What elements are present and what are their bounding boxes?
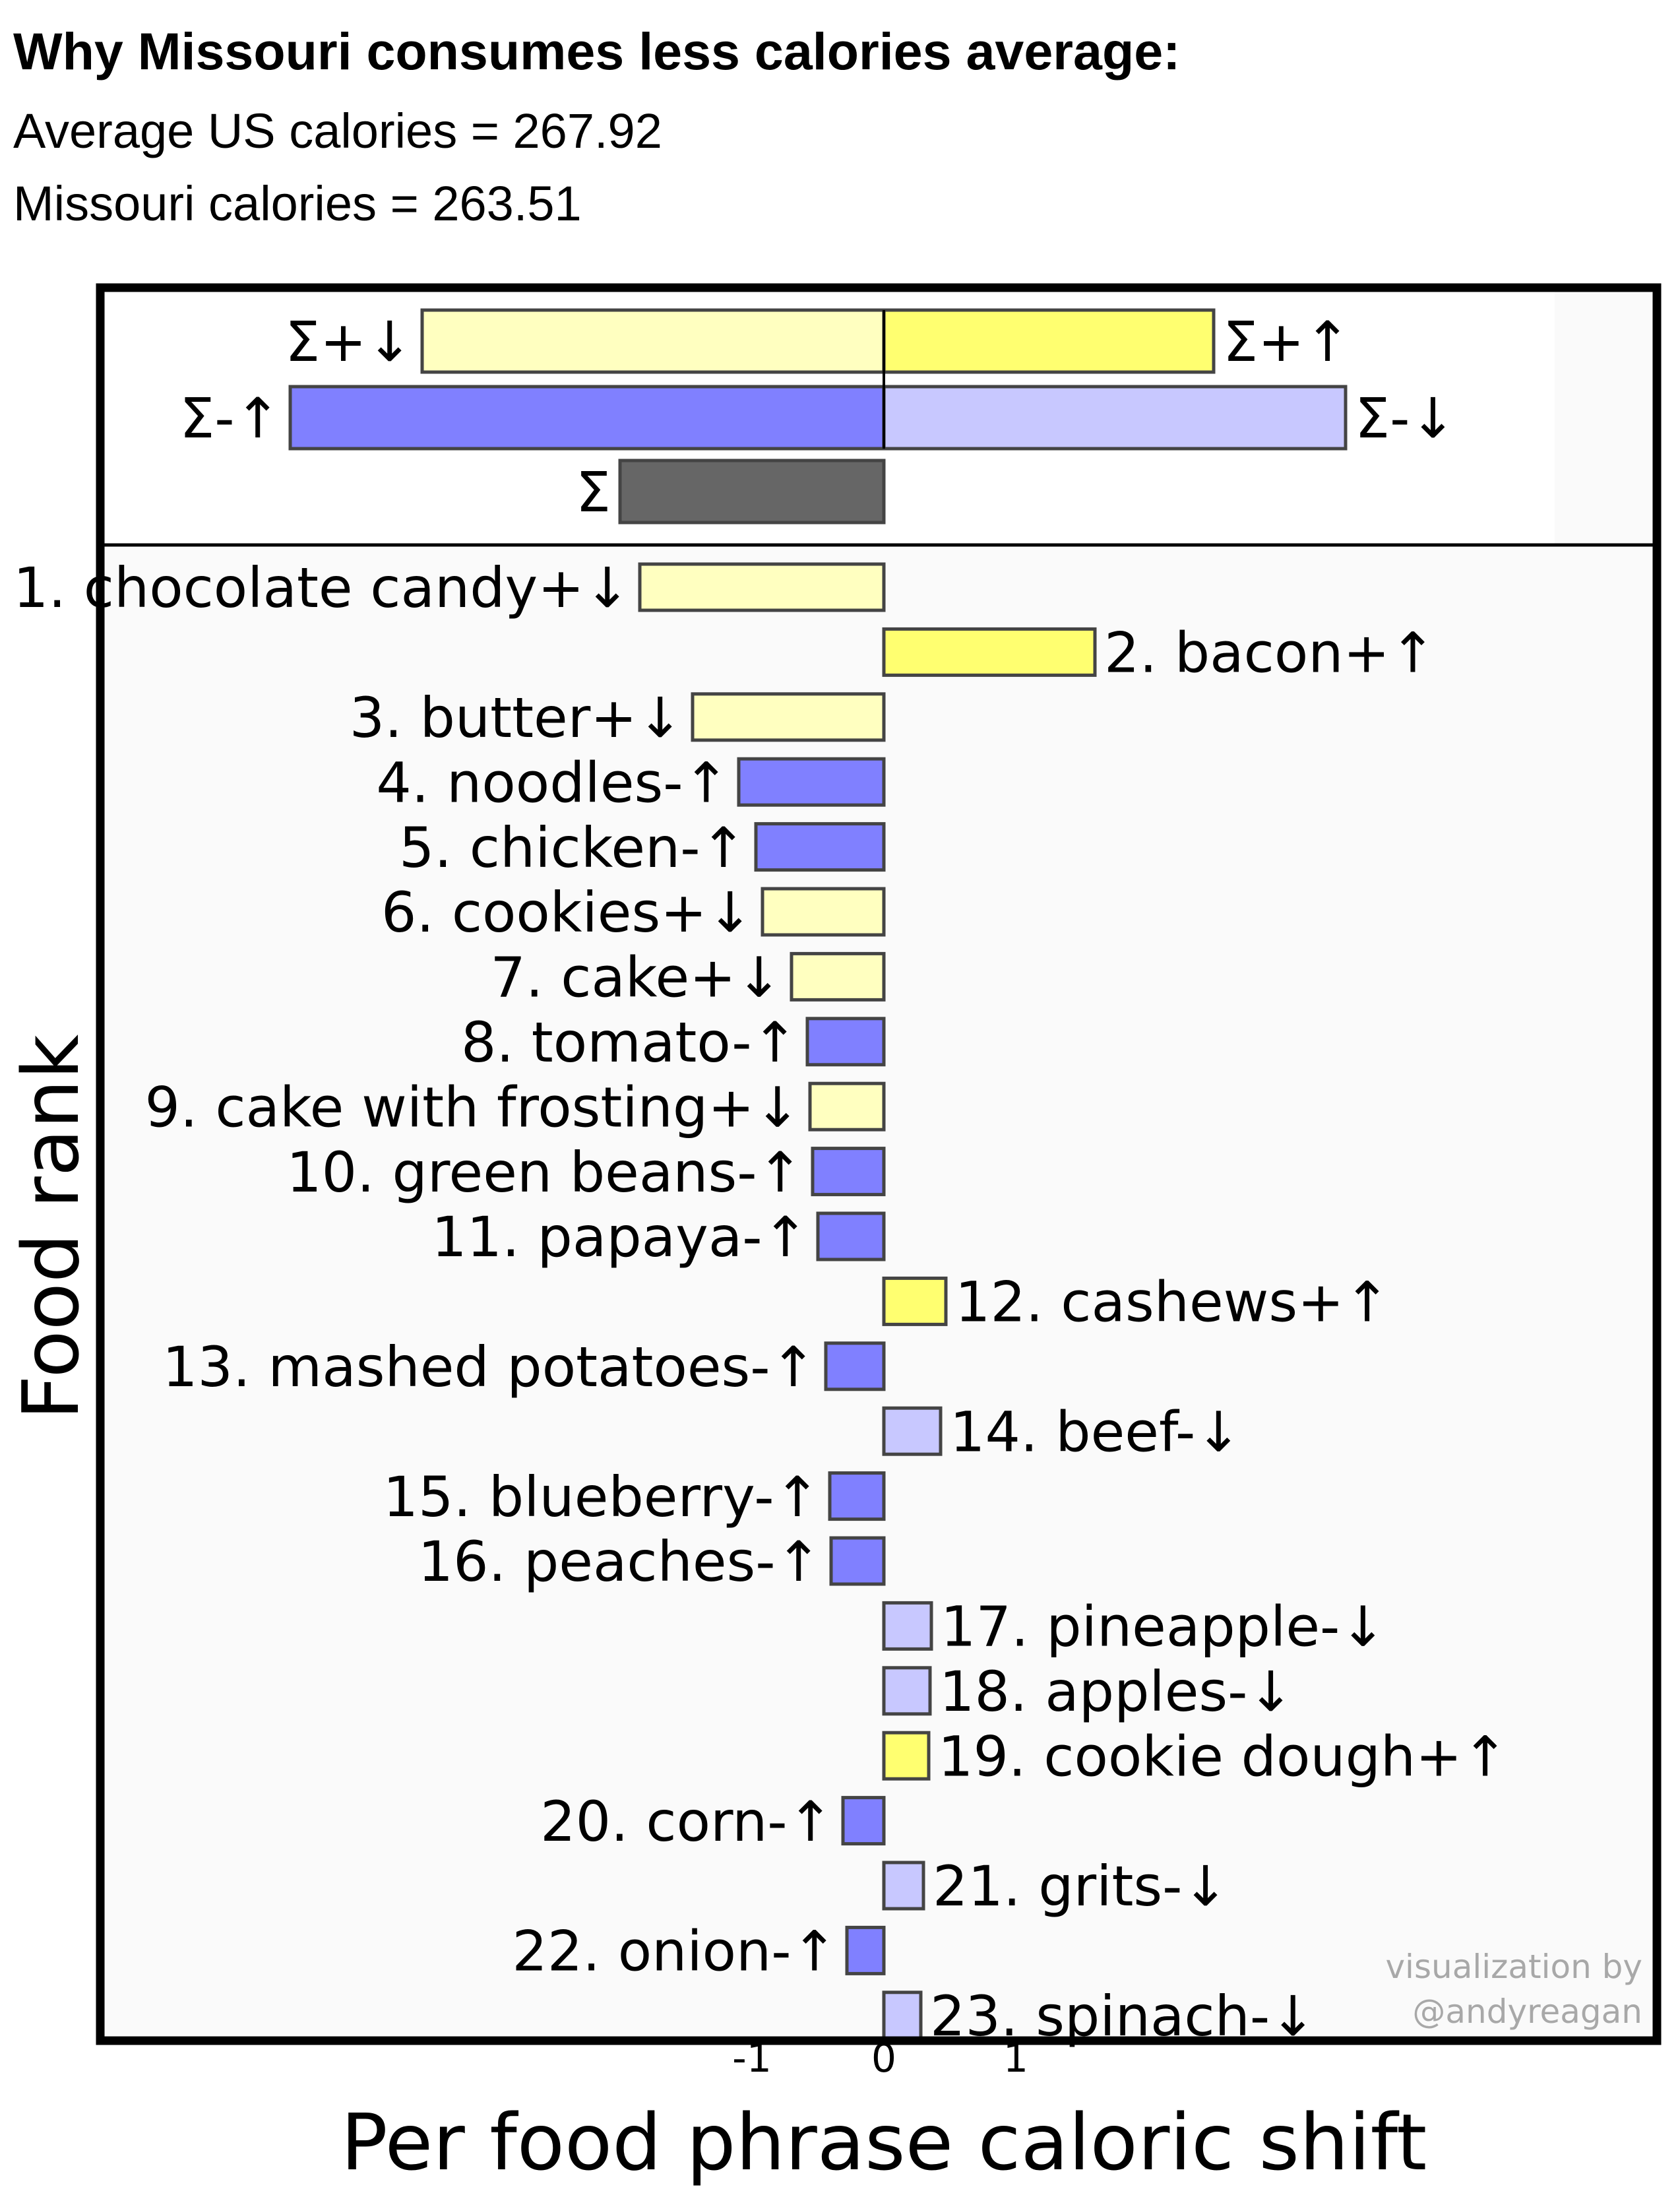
bar-23 bbox=[882, 1991, 923, 2041]
y-axis-label: Food rank bbox=[5, 1035, 96, 1420]
bar-22 bbox=[845, 1925, 886, 1975]
bar-label-14: 14. beef-↓ bbox=[950, 1399, 1242, 1464]
summary-bar-plus_up bbox=[882, 308, 1216, 374]
bar-label-16: 16. peaches-↑ bbox=[418, 1529, 822, 1594]
x-tick-label: -1 bbox=[732, 2035, 772, 2082]
summary-bar-plus_down bbox=[420, 308, 886, 374]
bar-10 bbox=[811, 1147, 886, 1197]
bar-label-5: 5. chicken-↑ bbox=[399, 815, 747, 880]
bar-8 bbox=[805, 1017, 886, 1067]
bar-label-18: 18. apples-↓ bbox=[939, 1659, 1294, 1724]
bar-label-22: 22. onion-↑ bbox=[512, 1919, 838, 1984]
bar-label-11: 11. papaya-↑ bbox=[431, 1205, 809, 1269]
x-tick-label: 0 bbox=[871, 2035, 896, 2082]
bar-label-17: 17. pineapple-↓ bbox=[941, 1595, 1386, 1659]
x-tick-labels: -1 0 1 bbox=[732, 2035, 1028, 2082]
bar-label-6: 6. cookies+↓ bbox=[381, 880, 753, 945]
bar-6 bbox=[761, 887, 886, 937]
summary-bars: Σ+↓ Σ+↑ Σ-↑ Σ-↓ Σ bbox=[179, 308, 1456, 525]
bar-label-1: 1. chocolate candy+↓ bbox=[13, 556, 631, 620]
plot-frame bbox=[96, 283, 1662, 2045]
bar-21 bbox=[882, 1861, 925, 1911]
bar-15 bbox=[828, 1471, 886, 1521]
bar-label-2: 2. bacon+↑ bbox=[1104, 621, 1436, 685]
bar-1 bbox=[638, 562, 886, 612]
bar-11 bbox=[816, 1211, 886, 1261]
bar-label-20: 20. corn-↑ bbox=[540, 1789, 834, 1854]
bar-5 bbox=[754, 822, 886, 872]
bar-label-8: 8. tomato-↑ bbox=[461, 1010, 798, 1075]
summary-bar-minus_down bbox=[882, 385, 1348, 451]
average-us-calories: Average US calories = 267.92 bbox=[13, 104, 662, 158]
bar-18 bbox=[882, 1666, 932, 1716]
credit-line-1: visualization by bbox=[1385, 1948, 1642, 1986]
summary-label-minus_up: Σ-↑ bbox=[179, 386, 281, 451]
summary-label-total: Σ bbox=[576, 460, 611, 525]
bar-19 bbox=[882, 1731, 931, 1781]
summary-bar-minus_up bbox=[288, 385, 886, 451]
chart-title: Why Missouri consumes less calories aver… bbox=[13, 22, 1181, 80]
bar-label-3: 3. butter+↓ bbox=[350, 685, 683, 750]
bar-label-10: 10. green beans-↑ bbox=[286, 1140, 803, 1205]
bar-16 bbox=[829, 1536, 886, 1586]
summary-label-minus_down: Σ-↓ bbox=[1355, 386, 1456, 451]
x-axis-label: Per food phrase caloric shift bbox=[341, 2097, 1427, 2188]
bar-2 bbox=[882, 627, 1097, 677]
bar-4 bbox=[737, 757, 886, 807]
bar-label-19: 19. cookie dough+↑ bbox=[938, 1724, 1509, 1789]
item-bars: 1. chocolate candy+↓ 2. bacon+↑ 3. butter+… bbox=[13, 556, 1509, 2049]
bar-17 bbox=[882, 1601, 933, 1651]
summary-label-plus_down: Σ+↓ bbox=[285, 309, 413, 374]
bar-label-7: 7. cake+↓ bbox=[490, 945, 782, 1010]
bar-14 bbox=[882, 1406, 943, 1456]
bar-13 bbox=[824, 1341, 886, 1391]
bar-label-9: 9. cake with frosting+↓ bbox=[145, 1075, 801, 1139]
credit-line-2: @andyreagan bbox=[1412, 1992, 1642, 2031]
bar-3 bbox=[691, 692, 886, 742]
state-calories: Missouri calories = 263.51 bbox=[13, 176, 582, 231]
summary-label-plus_up: Σ+↑ bbox=[1223, 309, 1351, 374]
x-tick-label: 1 bbox=[1003, 2035, 1028, 2082]
bar-12 bbox=[882, 1276, 948, 1326]
bar-label-4: 4. noodles-↑ bbox=[376, 750, 730, 815]
bar-label-12: 12. cashews+↑ bbox=[955, 1270, 1390, 1335]
bar-label-13: 13. mashed potatoes-↑ bbox=[162, 1335, 817, 1399]
bar-20 bbox=[841, 1796, 886, 1846]
bar-label-21: 21. grits-↓ bbox=[933, 1854, 1229, 1919]
bar-label-15: 15. blueberry-↑ bbox=[383, 1465, 821, 1529]
bar-9 bbox=[808, 1081, 886, 1131]
summary-bar-total bbox=[618, 459, 886, 525]
bar-7 bbox=[790, 951, 886, 1002]
